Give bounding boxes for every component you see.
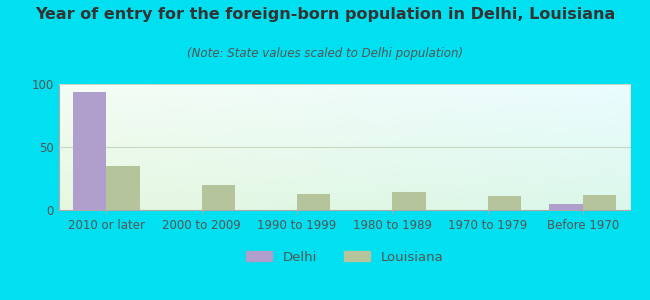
Bar bbox=[583, 195, 616, 210]
Legend: Delhi, Louisiana: Delhi, Louisiana bbox=[240, 245, 448, 269]
Bar bbox=[202, 185, 235, 210]
Bar bbox=[549, 204, 583, 210]
Bar bbox=[106, 166, 140, 210]
Bar bbox=[488, 196, 521, 210]
Bar bbox=[392, 192, 426, 210]
Bar bbox=[297, 194, 330, 210]
Bar bbox=[73, 92, 106, 210]
Text: (Note: State values scaled to Delhi population): (Note: State values scaled to Delhi popu… bbox=[187, 46, 463, 59]
Text: Year of entry for the foreign-born population in Delhi, Louisiana: Year of entry for the foreign-born popul… bbox=[35, 8, 615, 22]
